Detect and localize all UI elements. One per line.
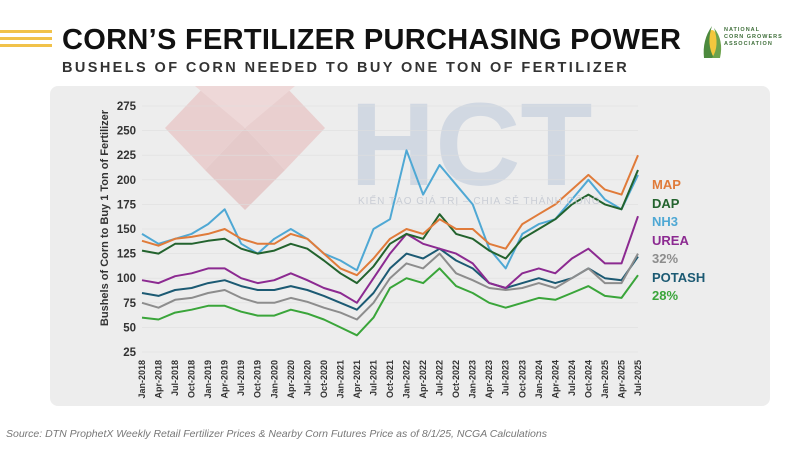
series-line-28pct [141, 267, 639, 337]
x-tick-label: Jan-2021 [335, 360, 345, 399]
x-tick-label: Jan-2023 [468, 360, 478, 399]
legend-item-potash: POTASH [652, 269, 706, 285]
legend-item-urea: UREA [652, 232, 689, 248]
x-tick-label: Apr-2024 [550, 360, 560, 399]
x-tick-label: Jan-2018 [137, 360, 147, 399]
x-tick-label: Apr-2019 [220, 360, 230, 399]
ncga-logo [703, 26, 722, 58]
y-tick-label: 250 [117, 126, 136, 138]
x-tick-label: Jul-2021 [368, 360, 378, 396]
header-stripes [0, 30, 52, 51]
y-tick-label: 50 [123, 322, 136, 334]
x-tick-label: Jul-2019 [236, 360, 246, 396]
x-tick-label: Apr-2018 [154, 360, 164, 399]
y-tick-label: 200 [117, 175, 136, 187]
x-tick-label: Jul-2018 [170, 360, 180, 396]
x-tick-label: Oct-2018 [187, 360, 197, 398]
series-line-urea [141, 215, 639, 304]
x-tick-label: Jul-2023 [501, 360, 511, 396]
y-tick-label: 175 [117, 199, 137, 211]
x-tick-label: Jul-2022 [435, 360, 445, 396]
source-note: Source: DTN ProphetX Weekly Retail Ferti… [6, 428, 547, 440]
legend-item-32pct: 32% [652, 251, 679, 266]
x-tick-label: Oct-2024 [583, 360, 593, 398]
x-tick-label: Apr-2020 [286, 360, 296, 399]
y-tick-label: 75 [123, 298, 136, 310]
x-tick-label: Jul-2024 [567, 360, 577, 396]
series-line-32pct [141, 252, 639, 321]
y-tick-label: 25 [123, 347, 136, 359]
ncga-logo-text: NATIONAL CORN GROWERS ASSOCIATION [724, 27, 783, 47]
x-tick-label: Oct-2021 [385, 360, 395, 398]
series-line-map [141, 154, 639, 277]
y-tick-label: 150 [117, 224, 136, 236]
series-line-potash [141, 247, 639, 311]
page-title: CORN’S FERTILIZER PURCHASING POWER [62, 24, 682, 56]
x-tick-label: Jul-2020 [302, 360, 312, 396]
x-tick-label: Oct-2020 [319, 360, 329, 398]
x-tick-label: Jan-2020 [269, 360, 279, 399]
x-tick-label: Apr-2022 [418, 360, 428, 399]
legend-item-map: MAP [652, 177, 681, 192]
watermark-tagline: KIẾN TẠO GIÁ TRỊ – CHIA SẺ THÀNH CÔNG [358, 196, 601, 207]
y-tick-label: 100 [117, 273, 136, 285]
legend: MAP DAP NH3 UREA 32% POTASH 28% [652, 176, 705, 306]
legend-item-dap: DAP [652, 195, 680, 211]
x-tick-label: Jan-2025 [600, 360, 610, 399]
y-tick-label: 275 [117, 101, 137, 113]
x-tick-label: Apr-2025 [616, 360, 626, 399]
x-tick-label: Jan-2024 [534, 360, 544, 399]
page-subtitle: BUSHELS OF CORN NEEDED TO BUY ONE TON OF… [62, 60, 630, 76]
x-tick-label: Jan-2022 [402, 360, 412, 399]
watermark-logo: HCT [165, 79, 593, 211]
x-tick-label: Jul-2025 [633, 360, 643, 396]
y-axis-label: Bushels of Corn to Buy 1 Ton of Fertiliz… [99, 109, 111, 326]
x-tick-label: Oct-2023 [517, 360, 527, 398]
x-tick-label: Oct-2019 [253, 360, 263, 398]
y-tick-label: 125 [117, 249, 137, 261]
x-tick-label: Apr-2021 [352, 360, 362, 399]
legend-item-28pct: 28% [652, 288, 679, 303]
series-line-dap [141, 169, 639, 285]
x-tick-label: Apr-2023 [484, 360, 494, 399]
legend-item-nh3: NH3 [652, 214, 679, 229]
x-tick-label: Oct-2022 [451, 360, 461, 398]
svg-text:HCT: HCT [350, 79, 593, 211]
x-tick-label: Jan-2019 [203, 360, 213, 399]
y-tick-label: 225 [117, 150, 137, 162]
